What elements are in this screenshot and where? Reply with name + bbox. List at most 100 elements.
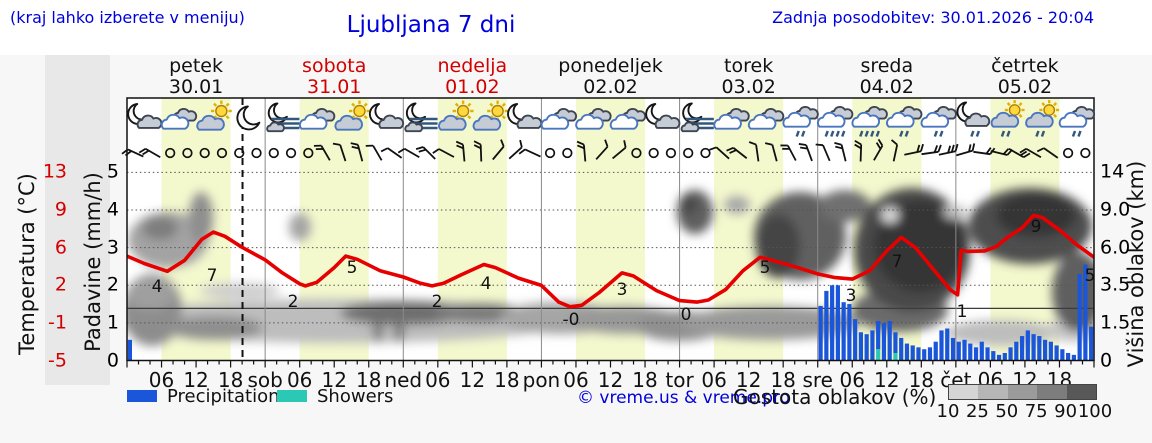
- cloud-height-tick-label: 9.0: [1100, 198, 1131, 221]
- day-date: 05.02: [997, 76, 1053, 98]
- temperature-value-label: 9: [1030, 217, 1042, 237]
- weather-icon-moon-cloud: [645, 103, 681, 129]
- cloud-height-tick-label: 14: [1100, 160, 1125, 183]
- x-axis-tick-label: sre: [802, 368, 833, 392]
- wind-barb-icon: [121, 148, 144, 158]
- temperature-value-label: 1: [956, 302, 968, 322]
- wind-barb-icon: [873, 138, 884, 161]
- wind-barb-icon: [332, 142, 347, 162]
- x-axis-tick-label: 12: [597, 368, 624, 392]
- wind-barb-icon: [921, 144, 942, 156]
- wind-barb-icon: [576, 140, 587, 162]
- wind-calm-icon: [216, 147, 228, 159]
- weather-icon-moon-fog: [404, 102, 438, 133]
- temperature-value-label: -0: [562, 310, 580, 330]
- wind-calm-icon: [285, 147, 297, 159]
- plot-frame: [126, 97, 1095, 362]
- precipitation-tick-label: 5: [106, 160, 119, 183]
- temperature-tick-label: 6: [54, 236, 67, 259]
- weather-icon-moon-cloud-rain: [956, 101, 991, 137]
- cloud-density-scale-label: 100: [1077, 401, 1113, 422]
- precipitation-tick-label: 0: [106, 349, 119, 371]
- weather-icon-clouds-rain: [782, 105, 819, 137]
- cloud-density-scale-label: 75: [1024, 401, 1048, 422]
- cloud-density-legend-label: Gostota oblakov (%): [733, 385, 937, 409]
- last-updated: Zadnja posodobitev: 30.01.2026 - 20:04: [772, 8, 1094, 27]
- precipitation-legend-label: Precipitation: [167, 386, 280, 407]
- temperature-tick-label: 13: [42, 160, 67, 183]
- wind-barb-icon: [313, 144, 331, 161]
- x-axis-tick-label: 12: [735, 368, 762, 392]
- wind-barb-icon: [1036, 147, 1059, 159]
- wind-barb-icon: [365, 144, 383, 161]
- wind-barb-icon: [726, 146, 748, 159]
- wind-barb-icon: [904, 143, 924, 156]
- temperature-tick-label: 9: [54, 198, 67, 221]
- wind-barb-icon: [612, 140, 627, 160]
- wind-barb-icon: [380, 147, 403, 159]
- cloud-density-scale-label: 90: [1054, 401, 1078, 422]
- wind-barb-icon: [350, 142, 364, 162]
- wind-barb-icon: [518, 148, 541, 158]
- weather-icon-sun-cloud-rain: [1025, 100, 1060, 137]
- wind-calm-icon: [648, 147, 659, 159]
- cloud-density-scale-segment: [1007, 385, 1038, 399]
- wind-calm-icon: [544, 147, 556, 159]
- wind-barb-icon: [432, 148, 455, 158]
- wind-calm-icon: [700, 147, 711, 159]
- x-axis-tick-label: 06: [839, 368, 865, 392]
- precipitation-tick-label: 1: [106, 311, 119, 334]
- showers-legend-label: Showers: [317, 386, 394, 407]
- temperature-value-label: 2: [431, 292, 443, 312]
- day-date: 02.02: [583, 76, 638, 98]
- x-axis-tick-label: 18: [908, 368, 935, 392]
- weather-icon-clouds-rain2: [817, 105, 854, 137]
- wind-barb-icon: [397, 147, 420, 159]
- day-name: sreda: [860, 55, 914, 77]
- weather-icon-clouds: [713, 107, 750, 130]
- weather-icon-moon: [236, 105, 261, 131]
- cloud-height-tick-label: 1.5: [1100, 311, 1131, 334]
- weather-icon-clouds-rain: [1058, 105, 1096, 137]
- x-axis-tick-label: 06: [425, 368, 451, 392]
- temperature-value-label: 5: [1084, 266, 1096, 286]
- temperature-value-label: 7: [891, 252, 903, 272]
- temperature-value-label: 3: [845, 286, 857, 306]
- wind-barb-icon: [780, 144, 797, 161]
- wind-barb-icon: [1008, 147, 1031, 159]
- x-axis-tick-label: 18: [494, 368, 520, 392]
- x-axis-tick-label: 18: [217, 368, 244, 392]
- wind-calm-icon: [303, 147, 314, 159]
- x-axis-tick-label: 18: [770, 368, 796, 392]
- temperature-value-label: 0: [680, 305, 692, 325]
- temperature-tick-label: -1: [48, 311, 67, 334]
- cloud-density-scale-segment: [949, 385, 979, 399]
- wind-barb-icon: [854, 140, 863, 162]
- weather-icon-moon-fog: [266, 102, 300, 133]
- x-axis-tick-label: 18: [356, 368, 382, 392]
- temperature-curve: [127, 213, 1094, 309]
- weather-icon-clouds: [609, 107, 647, 130]
- temperature-value-label: 7: [206, 266, 218, 286]
- location-hint: (kraj lahko izberete v meniju): [10, 8, 245, 27]
- wind-barb-icon: [709, 146, 730, 160]
- weather-icon-clouds-rain: [886, 105, 923, 137]
- wind-barb-icon: [595, 139, 609, 160]
- cloud-density-scale-segment: [1037, 385, 1067, 399]
- wind-calm-icon: [1062, 147, 1074, 159]
- weather-icon-clouds: [540, 107, 578, 130]
- wind-calm-icon: [234, 147, 245, 159]
- x-axis-tick-label: tor: [665, 368, 694, 392]
- x-axis-tick-label: 18: [632, 368, 658, 392]
- wind-calm-icon: [182, 147, 193, 159]
- wind-barb-icon: [748, 141, 760, 162]
- weather-icon-clouds: [747, 107, 785, 130]
- temperature-axis-band: [45, 55, 110, 385]
- x-axis-tick-label: 12: [183, 368, 209, 392]
- showers-swatch: [277, 390, 307, 402]
- x-axis-tick-label: ned: [384, 368, 423, 392]
- weather-icon-clouds: [160, 107, 198, 130]
- day-date: 30.01: [168, 76, 224, 98]
